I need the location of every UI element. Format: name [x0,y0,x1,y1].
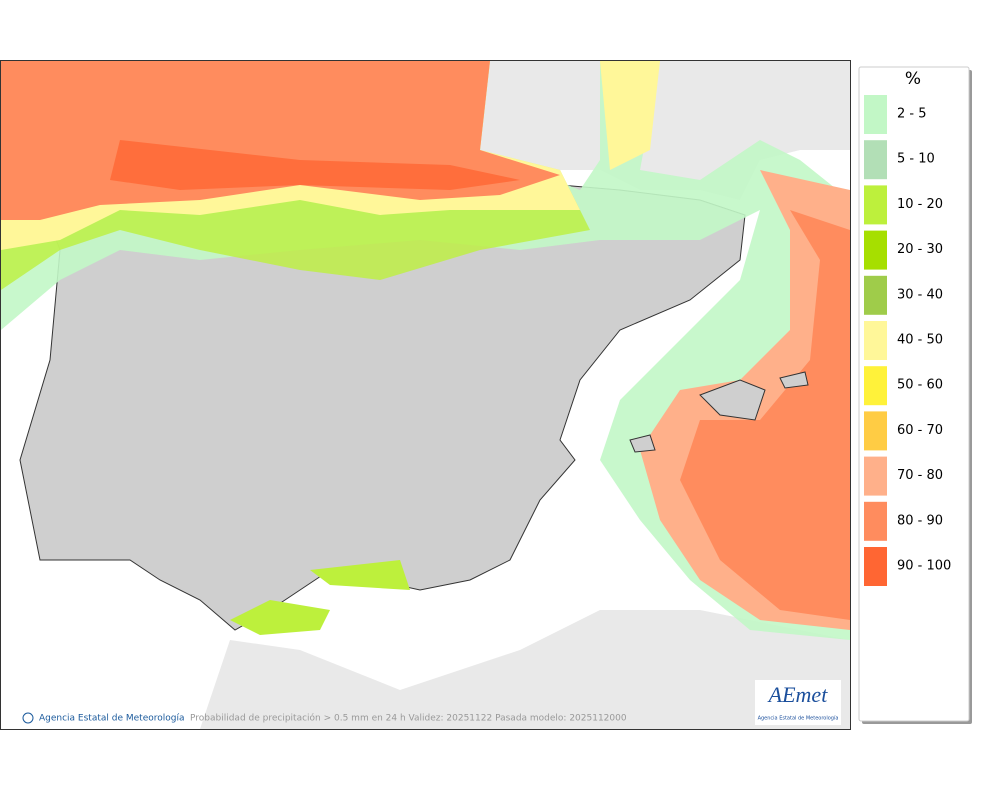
map [1,61,850,729]
legend-swatch [864,366,887,406]
legend-swatch [864,185,887,225]
legend-label: 70 - 80 [897,468,943,483]
legend-label: 40 - 50 [897,333,943,348]
logo-name: AEmet [767,682,829,707]
legend-swatch [864,95,887,134]
legend-swatch [864,140,887,180]
legend-label: 50 - 60 [897,378,943,393]
legend-swatch [864,547,887,586]
legend-swatch [864,321,887,360]
map-frame [0,60,851,730]
legend-title: % [905,69,921,89]
legend-label: 80 - 90 [897,513,943,528]
legend-label: 2 - 5 [897,107,927,122]
legend-swatch [864,411,887,451]
legend-swatch [864,501,887,541]
legend-items: 2 - 5 5 - 10 10 - 20 20 - 30 30 - 40 40 - 50 5… [864,95,951,586]
legend-label: 20 - 30 [897,242,943,257]
legend-label: 30 - 40 [897,287,943,302]
caption: Probabilidad de precipitación > 0.5 mm e… [190,713,627,724]
legend-swatch [864,275,887,315]
credit: Agencia Estatal de Meteorología [39,714,185,724]
legend-label: 90 - 100 [897,559,951,574]
logo-subtitle: Agencia Estatal de Meteorología [758,715,839,722]
credit-icon [22,712,34,724]
legend-swatch [864,456,887,496]
legend-label: 5 - 10 [897,152,935,167]
legend-swatch [864,230,887,270]
logo-box [755,680,841,725]
legend-label: 10 - 20 [897,197,943,212]
legend-label: 60 - 70 [897,423,943,438]
